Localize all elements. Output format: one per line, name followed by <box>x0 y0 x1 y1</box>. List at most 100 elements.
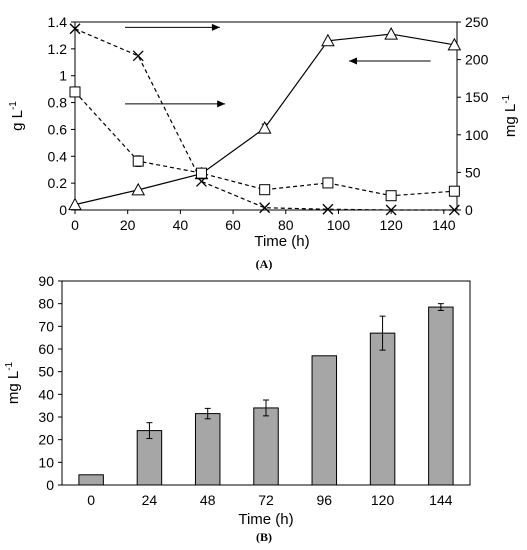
y-left-tick-label-a: 0 <box>59 202 67 218</box>
x-point-stroke <box>69 23 81 35</box>
x-point-stroke <box>322 203 334 215</box>
x-axis-b: 0 24 48 72 96 120 144 <box>87 492 453 508</box>
x-axis-label-a: Time (h) <box>254 233 309 250</box>
plot-area-a <box>74 21 458 211</box>
x-tick-label-b: 120 <box>371 492 395 508</box>
x-point <box>132 50 144 62</box>
triangle-point <box>321 33 335 47</box>
x-point-stroke <box>259 202 271 214</box>
x-tick-label-b: 144 <box>429 492 453 508</box>
bar-group-b <box>78 303 454 486</box>
square-point <box>69 86 81 98</box>
y-axis-label-right-a: mg L-1 <box>501 94 519 137</box>
x-point <box>69 23 81 35</box>
x-point-stroke <box>448 204 460 216</box>
chart-a: 0 20 40 60 80 100 120 140 00.20.40.60.811.21.4 … <box>8 14 519 271</box>
square-point <box>322 177 334 189</box>
bar-48 <box>194 413 221 486</box>
series-line-square <box>74 91 455 197</box>
square-point <box>195 167 207 179</box>
x-tick-label-a: 60 <box>225 217 241 233</box>
x-point <box>448 204 460 216</box>
x-tick-label-a: 120 <box>379 217 403 233</box>
bar-72 <box>253 407 279 486</box>
y-right-tick-label-a: 150 <box>465 89 489 105</box>
y-tick-label-b: 70 <box>38 318 54 334</box>
series-line-triangle <box>74 33 455 206</box>
y-axis-label-right-a-text: mg L <box>502 104 519 137</box>
x-point <box>259 202 271 214</box>
y-left-tick-label-a: 0.6 <box>48 121 68 137</box>
y-tick-label-b: 30 <box>38 409 54 425</box>
y-tick-label-b: 0 <box>46 477 54 493</box>
arrowhead-left <box>348 57 357 65</box>
y-tick-label-b: 90 <box>38 273 54 289</box>
y-tick-label-b: 50 <box>38 364 54 380</box>
arrowhead-right <box>211 23 220 31</box>
square-point <box>448 185 460 197</box>
triangle-point <box>384 27 398 40</box>
x-point <box>385 204 397 216</box>
x-point <box>322 203 334 215</box>
x-axis-a: 0 20 40 60 80 100 120 140 <box>71 210 456 233</box>
panel-label-b: (B) <box>256 530 272 544</box>
y-tick-label-b: 80 <box>38 296 54 312</box>
y-axis-label-right-a-exponent: -1 <box>501 94 512 103</box>
y-right-tick-label-a: 250 <box>465 14 489 30</box>
panel-label-a: (A) <box>256 257 273 271</box>
y-right-tick-label-a: 100 <box>465 127 489 143</box>
chart-b: 0 10 20 30 40 50 60 70 80 90 0 24 48 72 96 120 144 Time… <box>4 273 471 544</box>
x-tick-label-b: 0 <box>87 492 95 508</box>
y-axis-label-left-a: g L-1 <box>8 101 26 131</box>
y-axis-label-left-a-exponent: -1 <box>8 101 19 110</box>
x-tick-label-a: 140 <box>432 217 456 233</box>
annotations-a <box>125 23 431 108</box>
y-left-tick-label-a: 0.4 <box>48 148 68 164</box>
y-left-tick-label-a: 1.4 <box>48 14 68 30</box>
y-tick-label-b: 10 <box>38 454 54 470</box>
x-tick-label-b: 72 <box>258 492 274 508</box>
y-axis-right-a: 0 50 100 150 200 250 <box>457 14 489 218</box>
x-tick-label-b: 24 <box>142 492 158 508</box>
y-axis-b: 0 10 20 30 40 50 60 70 80 90 <box>38 273 62 493</box>
x-tick-label-a: 20 <box>120 217 136 233</box>
x-tick-label-a: 80 <box>278 217 294 233</box>
y-axis-label-b-text: mg L <box>5 371 22 404</box>
y-tick-label-b: 20 <box>38 432 54 448</box>
bar-144 <box>428 306 454 486</box>
x-tick-label-b: 48 <box>200 492 216 508</box>
triangle-point <box>131 182 146 196</box>
y-left-tick-label-a: 0.2 <box>48 175 68 191</box>
y-left-tick-label-a: 0.8 <box>48 95 68 111</box>
y-left-tick-label-a: 1.2 <box>48 41 68 57</box>
square-point <box>132 155 144 167</box>
y-right-tick-label-a: 50 <box>465 164 481 180</box>
bar-96 <box>311 355 338 486</box>
series-line-x <box>74 28 455 211</box>
y-tick-label-b: 60 <box>38 341 54 357</box>
y-right-tick-label-a: 0 <box>465 202 473 218</box>
y-tick-label-b: 40 <box>38 386 54 402</box>
triangle-point <box>447 37 462 51</box>
y-axis-left-a: 0 0.2 0.4 0.6 0.8 1 1.2 1.4 <box>48 14 75 218</box>
bar-120 <box>369 332 396 486</box>
arrowhead-right <box>217 100 226 108</box>
y-left-tick-label-a: 1 <box>59 68 67 84</box>
bar-0 <box>78 474 104 486</box>
x-tick-label-a: 100 <box>327 217 351 233</box>
triangle-point <box>257 121 272 134</box>
x-tick-label-a: 40 <box>173 217 189 233</box>
x-axis-label-b: Time (h) <box>238 511 293 528</box>
y-axis-label-b-exponent: -1 <box>4 361 15 370</box>
x-point-stroke <box>132 50 144 62</box>
triangle-point <box>68 197 82 211</box>
series-group-a <box>68 23 462 216</box>
y-right-tick-label-a: 200 <box>465 52 489 68</box>
x-tick-label-b: 96 <box>316 492 332 508</box>
x-tick-label-a: 0 <box>71 217 79 233</box>
y-axis-label-b: mg L-1 <box>4 361 22 404</box>
square-point <box>385 190 397 202</box>
x-point-stroke <box>385 204 397 216</box>
square-point <box>259 184 271 196</box>
